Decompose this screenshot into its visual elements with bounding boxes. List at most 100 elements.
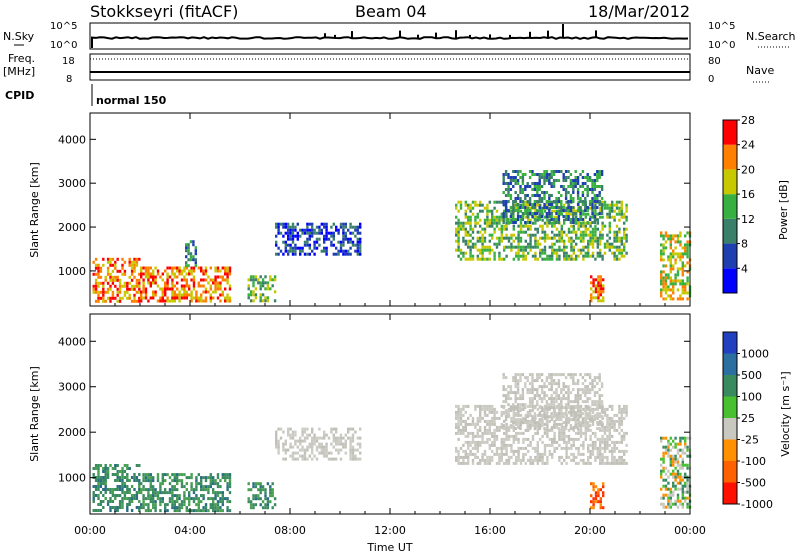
echo-cell <box>519 446 523 450</box>
echo-cell <box>601 254 604 258</box>
echo-cell <box>259 299 262 303</box>
echo-cell <box>541 455 544 459</box>
echo-cell <box>592 485 595 489</box>
echo-cell <box>528 176 532 179</box>
echo-cell <box>325 445 328 449</box>
echo-cell <box>528 409 532 413</box>
echo-cell <box>476 461 479 465</box>
echo-cell <box>519 221 523 225</box>
echo-cell <box>502 200 505 203</box>
echo-cell <box>97 476 100 479</box>
echo-cell <box>536 391 539 395</box>
echo-cell <box>354 249 357 253</box>
echo-cell <box>455 431 458 435</box>
echo-cell <box>171 266 174 270</box>
echo-cell <box>565 251 568 255</box>
echo-cell <box>185 249 188 253</box>
echo-cell <box>271 488 274 492</box>
echo-cell <box>582 407 585 411</box>
echo-cell <box>536 194 539 197</box>
echo-cell <box>486 413 489 417</box>
echo-cell <box>510 419 513 423</box>
echo-cell <box>582 443 585 447</box>
echo-cell <box>611 242 614 246</box>
echo-cell <box>588 203 592 206</box>
echo-cell <box>529 239 532 243</box>
echo-cell <box>684 234 687 238</box>
echo-cell <box>188 284 191 288</box>
echo-cell <box>294 234 297 238</box>
echo-cell <box>669 243 672 247</box>
echo-cell <box>592 500 595 504</box>
echo-cell <box>455 449 458 453</box>
echo-cell <box>598 421 601 425</box>
echo-cell <box>601 233 604 237</box>
echo-cell <box>608 443 611 447</box>
echo-cell <box>144 497 148 501</box>
echo-cell <box>586 412 589 416</box>
echo-cell <box>306 433 309 437</box>
echo-cell <box>594 230 597 234</box>
echo-cell <box>171 290 174 294</box>
echo-cell <box>164 473 167 477</box>
echo-cell <box>185 488 188 492</box>
echo-cell <box>599 251 602 255</box>
echo-cell <box>599 455 602 459</box>
echo-cell <box>189 252 193 256</box>
echo-cell <box>188 272 191 276</box>
echo-cell <box>623 434 626 438</box>
echo-cell <box>200 269 203 273</box>
echo-cell <box>455 233 458 237</box>
echo-cell <box>214 497 217 501</box>
echo-cell <box>536 215 539 219</box>
echo-cell <box>528 391 532 395</box>
echo-cell <box>296 222 299 226</box>
echo-cell <box>560 170 563 173</box>
echo-cell <box>528 382 532 386</box>
echo-cell <box>546 422 549 426</box>
echo-cell <box>599 230 602 234</box>
echo-cell <box>543 248 547 252</box>
echo-cell <box>209 473 212 477</box>
echo-cell <box>347 249 350 253</box>
echo-cell <box>469 422 472 426</box>
echo-cell <box>462 404 465 408</box>
echo-cell <box>606 239 609 243</box>
echo-cell <box>521 188 525 191</box>
echo-cell <box>555 251 559 255</box>
echo-cell <box>601 227 604 231</box>
echo-cell <box>126 281 129 285</box>
echo-cell <box>531 221 535 225</box>
echo-cell <box>519 200 522 203</box>
echo-cell <box>294 451 297 455</box>
echo-cell <box>570 458 573 462</box>
echo-cell <box>548 236 551 240</box>
echo-cell <box>94 278 98 282</box>
echo-cell <box>118 494 122 497</box>
echo-cell <box>476 440 479 444</box>
echo-cell <box>564 176 568 179</box>
echo-cell <box>505 461 508 465</box>
echo-cell <box>623 254 626 258</box>
colorbar-segment <box>723 332 737 354</box>
echo-cell <box>296 439 299 443</box>
echo-cell <box>521 403 525 407</box>
echo-cell <box>467 431 470 435</box>
echo-cell <box>600 188 604 191</box>
echo-cell <box>104 485 107 488</box>
echo-cell <box>185 272 188 276</box>
echo-cell <box>479 230 482 234</box>
echo-cell <box>266 299 270 303</box>
echo-cell <box>592 482 595 486</box>
echo-cell <box>462 413 465 417</box>
echo-cell <box>502 385 505 389</box>
echo-cell <box>681 252 684 256</box>
echo-cell <box>126 290 129 294</box>
echo-cell <box>99 509 103 512</box>
echo-cell <box>354 430 357 434</box>
echo-cell <box>459 446 463 450</box>
echo-cell <box>474 446 477 450</box>
echo-cell <box>546 407 549 411</box>
echo-cell <box>625 233 628 237</box>
echo-cell <box>597 284 600 288</box>
